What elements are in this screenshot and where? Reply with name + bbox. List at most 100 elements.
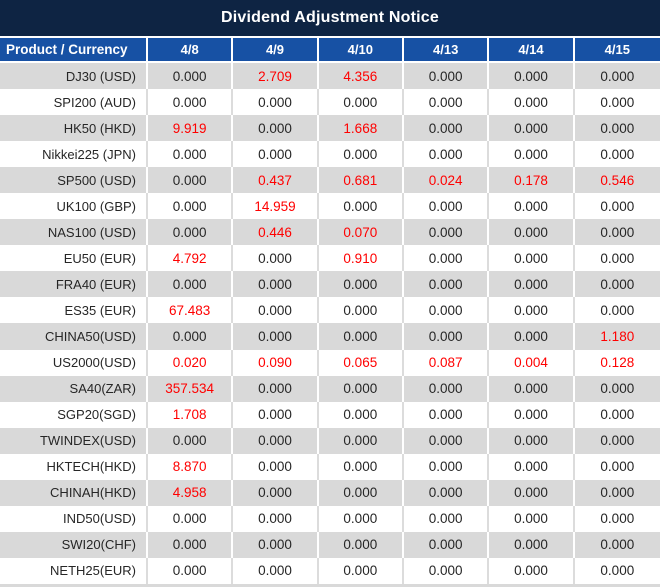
table-row: SP500 (USD) 0.000 0.437 0.681 0.024 0.178 0.54… (0, 167, 660, 194)
dividend-value-cell: 1.668 (319, 115, 404, 142)
table-row: NAS100 (USD) 0.000 0.446 0.070 0.000 0.000 0.0… (0, 219, 660, 246)
dividend-value-cell: 0.000 (404, 297, 490, 324)
product-cell: NAS100 (USD) (0, 219, 148, 246)
table-row: IND50(USD) 0.000 0.000 0.000 0.000 0.000 0.000 (0, 505, 660, 532)
dividend-value-cell: 14.959 (233, 193, 319, 220)
dividend-value-cell: 0.000 (319, 557, 404, 584)
table-row: EU50 (EUR) 4.792 0.000 0.910 0.000 0.000 0.000 (0, 245, 660, 272)
dividend-value-cell: 0.000 (489, 401, 575, 428)
dividend-value-cell: 0.000 (489, 427, 575, 454)
table-row: TWINDEX(USD) 0.000 0.000 0.000 0.000 0.000 0.0… (0, 427, 660, 454)
product-cell: SWI20(CHF) (0, 531, 148, 558)
header-date-1: 4/8 (148, 38, 234, 61)
header-date-5: 4/14 (489, 38, 575, 61)
dividend-value-cell: 2.709 (233, 63, 319, 90)
dividend-value-cell: 4.356 (319, 63, 404, 90)
dividend-value-cell: 0.000 (489, 141, 575, 168)
dividend-value-cell: 0.000 (233, 323, 319, 350)
dividend-value-cell: 0.000 (600, 120, 635, 136)
dividend-value-cell: 0.000 (404, 193, 490, 220)
dividend-value-cell: 0.178 (489, 167, 575, 194)
dividend-value-cell: 0.000 (319, 401, 404, 428)
dividend-value-cell: 0.000 (489, 453, 575, 480)
product-cell: SA40(ZAR) (0, 375, 148, 402)
dividend-value-cell: 0.000 (319, 479, 404, 506)
dividend-value-cell: 0.000 (404, 141, 490, 168)
dividend-value-cell: 0.000 (600, 302, 635, 318)
dividend-value-cell: 0.000 (489, 115, 575, 142)
dividend-value-cell: 0.000 (489, 375, 575, 402)
dividend-value-cell: 0.000 (233, 479, 319, 506)
table-row: UK100 (GBP) 0.000 14.959 0.000 0.000 0.000 0.0… (0, 193, 660, 220)
dividend-value-cell: 0.000 (233, 531, 319, 558)
bottom-row-sliver (0, 583, 660, 587)
product-cell: NETH25(EUR) (0, 557, 148, 584)
dividend-value-cell: 0.000 (404, 375, 490, 402)
dividend-value-cell: 8.870 (148, 453, 234, 480)
dividend-value-cell: 0.000 (233, 89, 319, 116)
dividend-value-cell: 0.000 (600, 276, 635, 292)
dividend-value-cell: 0.090 (233, 349, 319, 376)
table-row: HKTECH(HKD) 8.870 0.000 0.000 0.000 0.000 0.00… (0, 453, 660, 480)
dividend-value-cell: 0.437 (233, 167, 319, 194)
product-cell: CHINA50(USD) (0, 323, 148, 350)
dividend-value-cell: 0.000 (600, 563, 635, 579)
dividend-value-cell: 67.483 (148, 297, 234, 324)
product-cell: CHINAH(HKD) (0, 479, 148, 506)
dividend-value-cell: 0.000 (489, 479, 575, 506)
dividend-value-cell: 0.000 (600, 511, 635, 527)
dividend-value-cell: 0.024 (404, 167, 490, 194)
dividend-value-cell: 0.000 (319, 375, 404, 402)
dividend-value-cell: 4.792 (148, 245, 234, 272)
dividend-value-cell: 0.000 (404, 557, 490, 584)
dividend-value-cell: 0.546 (600, 172, 635, 188)
product-cell: DJ30 (USD) (0, 63, 148, 90)
dividend-value-cell: 357.534 (148, 375, 234, 402)
dividend-value-cell: 0.000 (319, 531, 404, 558)
product-cell: HK50 (HKD) (0, 115, 148, 142)
dividend-value-cell: 0.000 (600, 381, 635, 397)
dividend-value-cell: 4.958 (148, 479, 234, 506)
product-cell: SGP20(SGD) (0, 401, 148, 428)
dividend-value-cell: 0.000 (489, 531, 575, 558)
dividend-value-cell: 0.000 (233, 141, 319, 168)
dividend-value-cell: 0.000 (319, 271, 404, 298)
product-cell: UK100 (GBP) (0, 193, 148, 220)
product-cell: ES35 (EUR) (0, 297, 148, 324)
dividend-value-cell: 0.000 (404, 323, 490, 350)
table-row: ES35 (EUR) 67.483 0.000 0.000 0.000 0.000 0.00… (0, 297, 660, 324)
dividend-value-cell: 0.000 (233, 297, 319, 324)
dividend-value-cell: 0.000 (148, 89, 234, 116)
dividend-value-cell: 0.000 (404, 531, 490, 558)
dividend-value-cell: 0.000 (600, 459, 635, 475)
dividend-value-cell: 0.000 (489, 193, 575, 220)
dividend-value-cell: 0.000 (233, 375, 319, 402)
dividend-value-cell: 0.000 (404, 63, 490, 90)
product-cell: HKTECH(HKD) (0, 453, 148, 480)
dividend-value-cell: 0.000 (600, 94, 635, 110)
dividend-value-cell: 0.020 (148, 349, 234, 376)
dividend-value-cell: 0.000 (489, 323, 575, 350)
dividend-value-cell: 9.919 (148, 115, 234, 142)
table-row: HK50 (HKD) 9.919 0.000 1.668 0.000 0.000 0.000 (0, 115, 660, 142)
header-date-6: 4/15 (604, 42, 630, 57)
table-row: SWI20(CHF) 0.000 0.000 0.000 0.000 0.000 0.000 (0, 531, 660, 558)
dividend-value-cell: 0.000 (404, 219, 490, 246)
table-row: CHINA50(USD) 0.000 0.000 0.000 0.000 0.000 1.1… (0, 323, 660, 350)
dividend-value-cell: 0.000 (319, 193, 404, 220)
page-title: Dividend Adjustment Notice (0, 0, 660, 36)
dividend-value-cell: 0.000 (489, 557, 575, 584)
product-cell: SPI200 (AUD) (0, 89, 148, 116)
header-date-2: 4/9 (233, 38, 319, 61)
dividend-value-cell: 0.000 (148, 219, 234, 246)
dividend-value-cell: 0.000 (404, 427, 490, 454)
table-row: SGP20(SGD) 1.708 0.000 0.000 0.000 0.000 0.000 (0, 401, 660, 428)
product-cell: Nikkei225 (JPN) (0, 141, 148, 168)
dividend-value-cell: 0.910 (319, 245, 404, 272)
dividend-value-cell: 0.070 (319, 219, 404, 246)
dividend-value-cell: 0.128 (600, 355, 635, 371)
product-cell: EU50 (EUR) (0, 245, 148, 272)
dividend-value-cell: 0.000 (404, 401, 490, 428)
dividend-value-cell: 0.000 (319, 141, 404, 168)
